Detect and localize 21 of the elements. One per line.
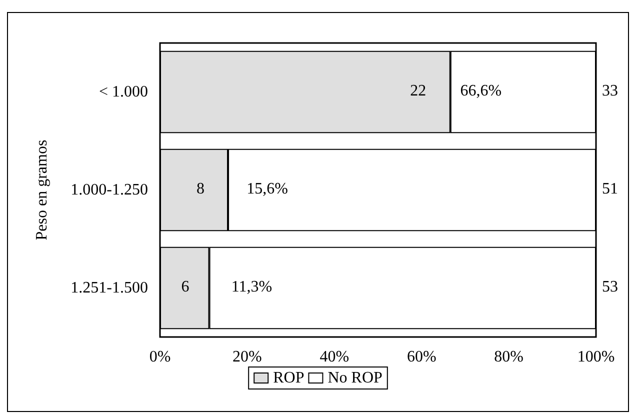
x-tick-label: 0% bbox=[149, 348, 171, 366]
x-tick-label: 20% bbox=[232, 348, 262, 366]
annotation: 53 bbox=[602, 278, 618, 296]
y-axis-title: Peso en gramos bbox=[34, 140, 50, 240]
annotation: 22 bbox=[410, 82, 426, 100]
x-tick-label: 100% bbox=[577, 348, 615, 366]
y-tick-label: 1.251-1.500 bbox=[70, 280, 148, 296]
y-tick-label: 1.000-1.250 bbox=[70, 182, 148, 198]
y-tick-label: < 1.000 bbox=[98, 84, 148, 100]
annotation: 15,6% bbox=[246, 180, 288, 198]
annotation: 11,3% bbox=[231, 278, 272, 296]
annotation: 33 bbox=[602, 82, 618, 100]
annotation: 8 bbox=[196, 180, 205, 198]
x-tick-label: 80% bbox=[494, 348, 524, 366]
legend-label: No ROP bbox=[328, 370, 383, 386]
annotation: 6 bbox=[181, 278, 190, 296]
legend-label: ROP bbox=[273, 370, 304, 386]
x-tick-label: 60% bbox=[406, 348, 436, 366]
annotation: 66,6% bbox=[460, 82, 502, 100]
annotation: 51 bbox=[602, 180, 618, 198]
x-tick-label: 40% bbox=[320, 348, 350, 366]
